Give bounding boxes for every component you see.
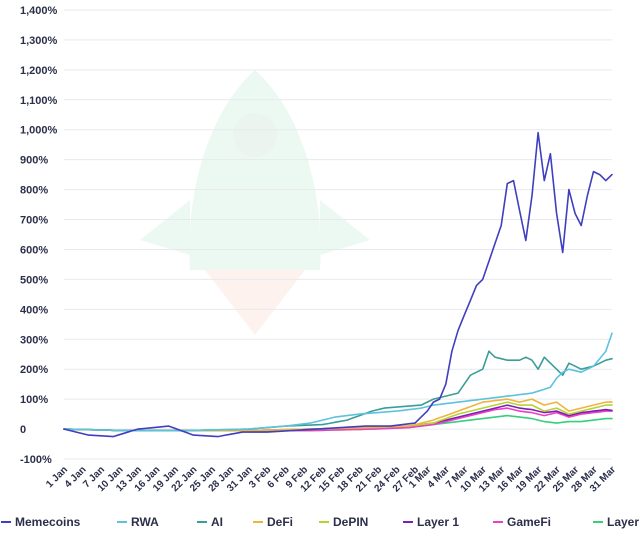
y-tick-label: 700% [20,215,48,227]
y-tick-label: 1,000% [20,125,58,137]
legend-label: Layer 1 [417,515,459,529]
y-tick-label: 1,100% [20,95,58,107]
y-tick-label: 1,400% [20,5,58,17]
series-lines [63,131,613,438]
y-axis: -100% 0 100% 200% 300% 400% 500% 600% 700% 800% 90… [20,5,58,466]
y-tick-label: 500% [20,274,48,286]
series-line-rwa [63,332,613,432]
y-tick-label: 100% [20,394,48,406]
legend-label: Layer 2 [607,515,640,529]
y-tick-label: 400% [20,304,48,316]
y-tick-label: 900% [20,155,48,167]
legend-label: DeFi [267,515,293,529]
y-tick-label: -100% [20,454,52,466]
y-tick-label: 800% [20,185,48,197]
y-tick-label: 1,300% [20,35,58,47]
legend-label: GameFi [507,515,551,529]
y-tick-label: 600% [20,244,48,256]
y-tick-label: 0 [20,424,26,436]
legend-label: DePIN [333,515,368,529]
series-line-defi [63,398,613,432]
grid-lines [64,9,612,460]
y-tick-label: 200% [20,364,48,376]
y-tick-label: 300% [20,334,48,346]
legend: Memecoins RWA AI DeFi DePIN Layer 1 GameFi Laye… [1,515,640,529]
series-line-memecoins [63,131,613,438]
legend-label: RWA [131,515,159,529]
rocket-watermark-icon [140,70,370,335]
y-tick-label: 1,200% [20,65,58,77]
legend-label: AI [211,515,223,529]
legend-label: Memecoins [15,515,81,529]
